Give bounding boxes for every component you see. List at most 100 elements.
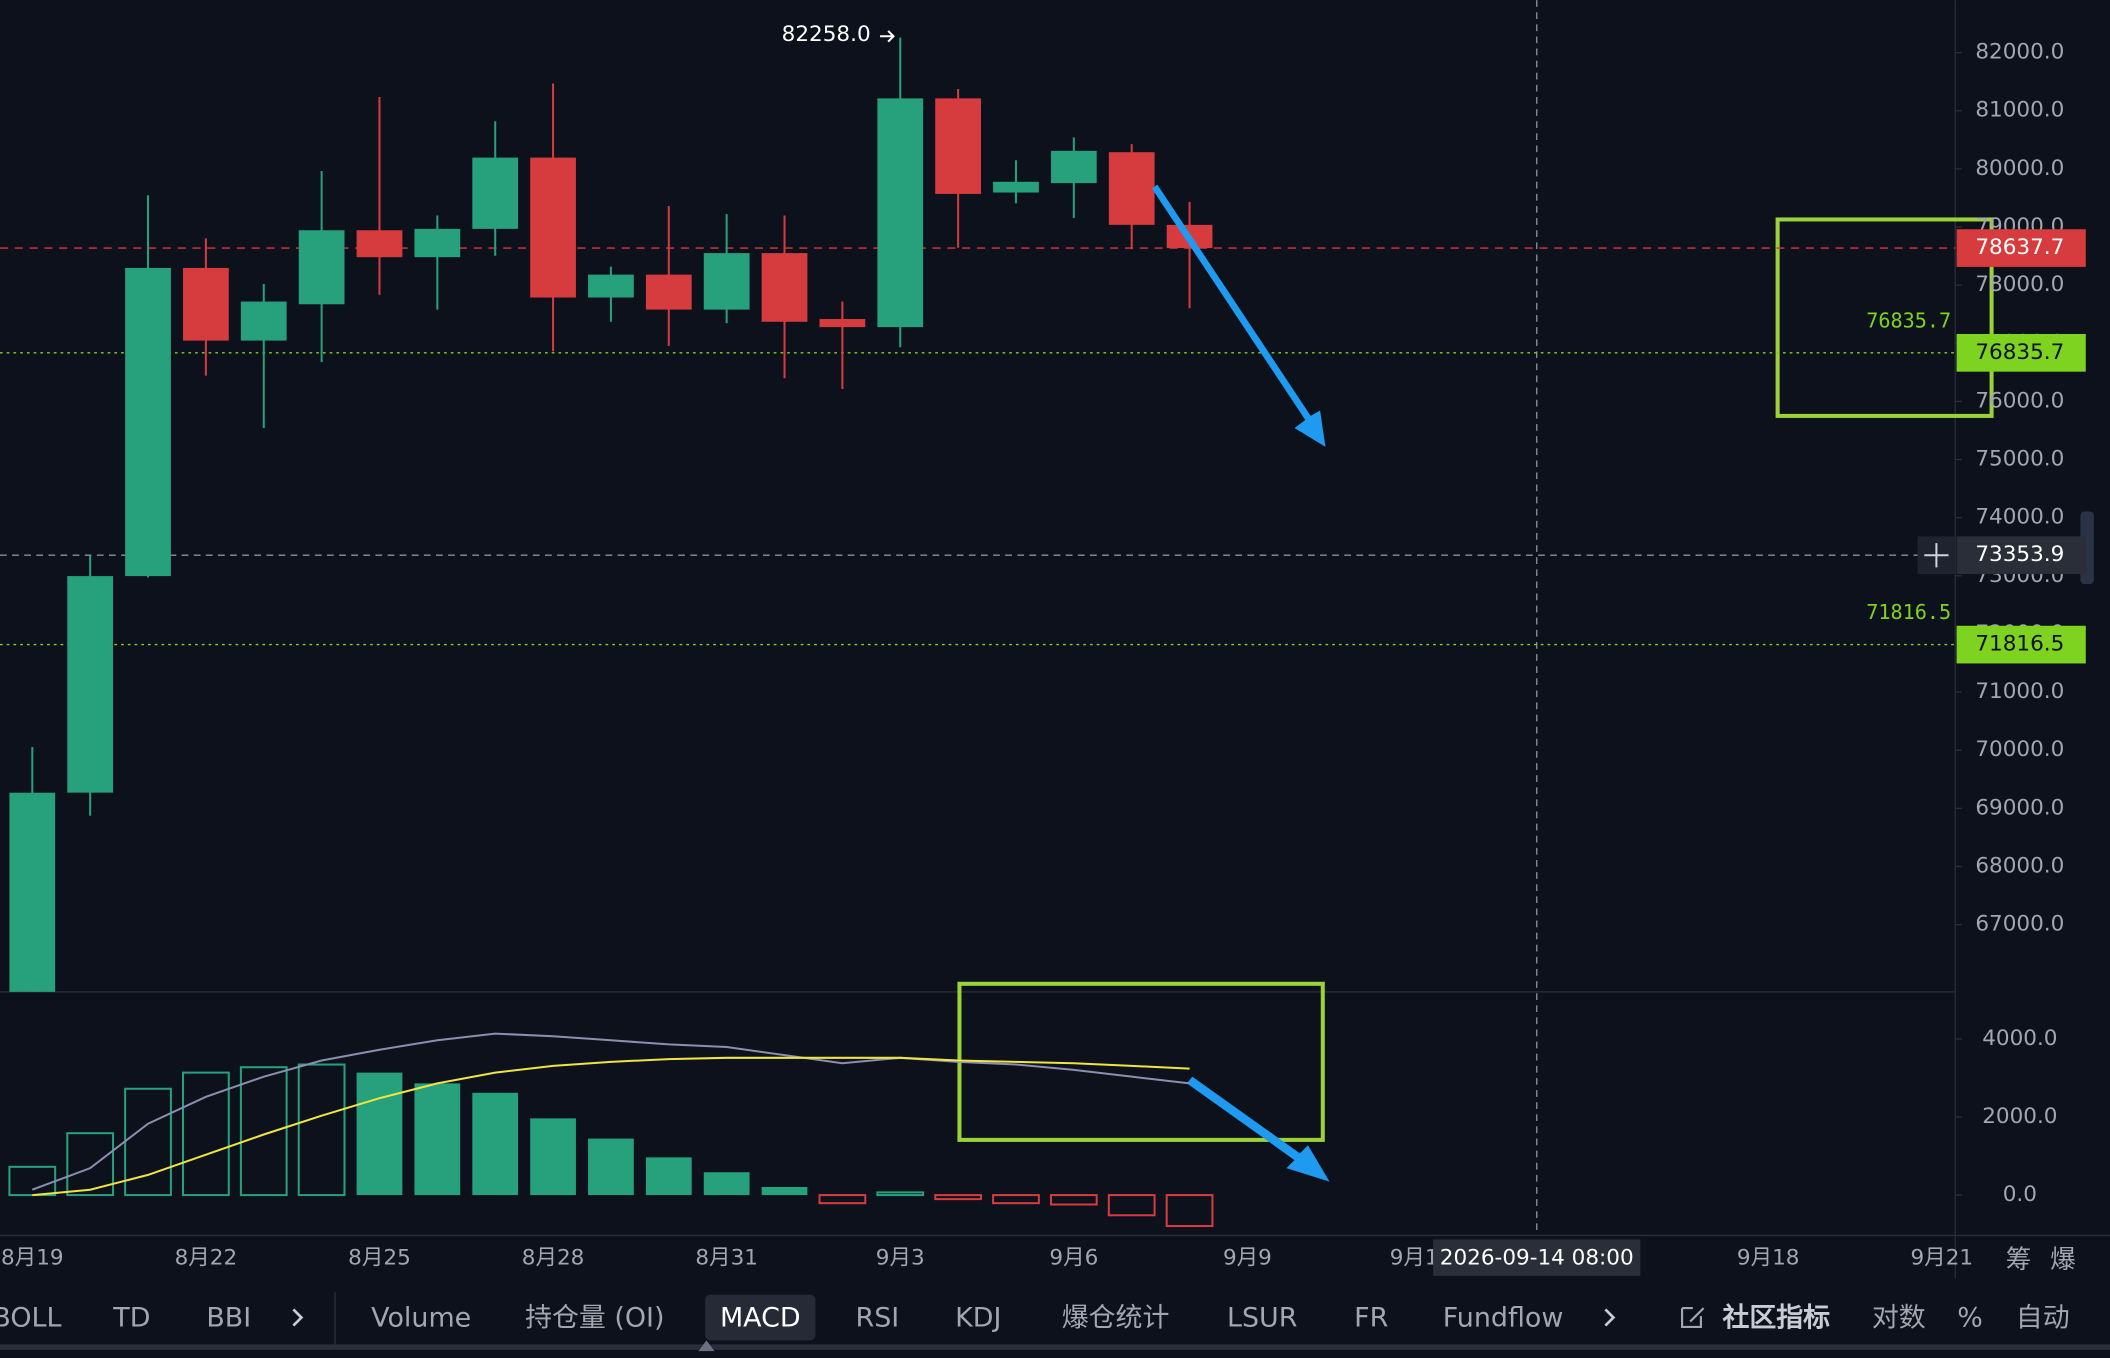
x-tick-label: 8月28 (522, 1245, 585, 1270)
toolbar-item[interactable]: 社区指标 (1722, 1301, 1830, 1333)
crosshair-plus (1924, 543, 1949, 568)
macd-bar (761, 1186, 808, 1196)
price-tag-label: 71816.5 (1975, 632, 2064, 657)
price-tag (1956, 229, 2086, 267)
candle-body (1108, 152, 1155, 225)
candle-body (588, 274, 634, 298)
toolbar-item[interactable]: Volume (371, 1302, 471, 1333)
toolbar-item[interactable]: 对数 (1872, 1302, 1926, 1333)
candle-body (993, 181, 1039, 193)
toolbar-item[interactable]: TD (112, 1302, 150, 1333)
corner-button[interactable]: 爆 (2050, 1245, 2076, 1275)
toolbar-item[interactable]: BBI (206, 1302, 251, 1333)
price-tag-label: 78637.7 (1975, 235, 2064, 260)
y-tick-label: 2000.0 (1982, 1104, 2057, 1129)
x-tick-label: 9月18 (1737, 1245, 1800, 1270)
price-tag (1956, 625, 2086, 664)
chevron[interactable] (292, 1308, 304, 1327)
x-tick-label: 9月21 (1910, 1245, 1973, 1270)
x-tick-label: 9月6 (1049, 1245, 1098, 1270)
candle-body (414, 228, 461, 258)
y-tick-label: 74000.0 (1975, 505, 2064, 530)
toolbar-item[interactable]: 自动 (2016, 1302, 2070, 1333)
y-tick-label: 75000.0 (1975, 447, 2064, 472)
price-line-label: 71816.5 (1866, 600, 1951, 624)
macd-line (32, 1056, 1190, 1197)
x-tick-label: 8月22 (175, 1245, 238, 1270)
candle-body (645, 274, 692, 310)
toolbar-item[interactable]: Fundflow (1443, 1302, 1564, 1333)
toolbar-item[interactable]: % (1957, 1302, 1983, 1333)
y-tick-label: 69000.0 (1975, 795, 2064, 820)
macd-bar (356, 1072, 403, 1196)
candle-body (935, 98, 981, 194)
corner-button[interactable]: 筹 (2006, 1245, 2032, 1275)
macd-bar (818, 1194, 867, 1205)
toolbar-item[interactable]: MACD (720, 1302, 801, 1333)
annotation-arrow (1151, 184, 1326, 447)
max-label: 82258.0 (782, 22, 871, 47)
macd-bar (182, 1071, 230, 1197)
macd-bar (414, 1083, 461, 1196)
y-tick-label: 0.0 (2003, 1182, 2037, 1207)
y-tick-label: 81000.0 (1975, 98, 2064, 123)
candle-body (67, 576, 114, 793)
max-arrow (880, 30, 895, 43)
x-axis-corner (1978, 1238, 2110, 1279)
price-tag (1956, 333, 2086, 372)
crosshair-time-tag (1433, 1239, 1641, 1276)
chevron[interactable] (1604, 1308, 1616, 1327)
macd-bar (1107, 1194, 1156, 1217)
candle-body (877, 98, 924, 328)
candle-body (356, 230, 403, 258)
y-tick-label: 80000.0 (1975, 156, 2064, 181)
x-tick-label: 8月25 (348, 1245, 411, 1270)
candle-body (240, 301, 287, 341)
y-tick-label: 78000.0 (1975, 272, 2064, 297)
y-tick-label: 68000.0 (1975, 853, 2064, 878)
edit-icon (1681, 1307, 1705, 1329)
collapse-handle[interactable] (698, 1340, 715, 1352)
y-tick-label: 82000.0 (1975, 40, 2064, 65)
price-line-label: 76835.7 (1866, 308, 1951, 332)
macd-bar (297, 1063, 346, 1197)
y-tick-label: 67000.0 (1975, 912, 2064, 937)
candle-body (125, 267, 171, 577)
candle-body (703, 253, 750, 310)
toolbar-item[interactable]: 爆仓统计 (1062, 1302, 1170, 1333)
x-tick-label: 8月31 (695, 1245, 758, 1270)
candle-body (761, 253, 808, 322)
toolbar-item[interactable]: RSI (856, 1302, 900, 1333)
macd-line (31, 1032, 1190, 1191)
candle-body (1050, 150, 1097, 184)
y-tick-label: 71000.0 (1975, 679, 2064, 704)
selected-tab-bg (705, 1294, 816, 1341)
candle-body (9, 792, 56, 992)
x-tick-label: 9月9 (1223, 1245, 1272, 1270)
macd-bar (876, 1191, 925, 1197)
candle-body (530, 157, 576, 298)
y-tick-label: 4000.0 (1982, 1026, 2057, 1051)
annotation-arrow (1186, 1076, 1330, 1182)
macd-bar (1165, 1194, 1214, 1228)
price-tag-label: 76835.7 (1975, 340, 2064, 365)
macd-bar (472, 1092, 519, 1196)
toolbar-item[interactable]: BOLL (0, 1302, 61, 1333)
candle-body (472, 157, 519, 229)
toolbar-item[interactable]: 持仓量 (OI) (525, 1302, 664, 1333)
y-tick-label: 76000.0 (1975, 388, 2064, 413)
crosshair-time: 2026-09-14 08:00 (1440, 1245, 1634, 1270)
toolbar (0, 1281, 2110, 1349)
macd-bar (66, 1132, 115, 1197)
crosshair-price: 73353.9 (1975, 542, 2064, 567)
macd-bar (992, 1194, 1040, 1205)
crosshair-tag (1956, 536, 2086, 575)
toolbar-item[interactable]: LSUR (1227, 1302, 1297, 1333)
candle-body (819, 319, 866, 328)
macd-bar (645, 1157, 692, 1196)
toolbar-item[interactable]: KDJ (955, 1302, 1001, 1333)
toolbar-item[interactable]: FR (1354, 1302, 1388, 1333)
macd-bar (1049, 1194, 1098, 1206)
